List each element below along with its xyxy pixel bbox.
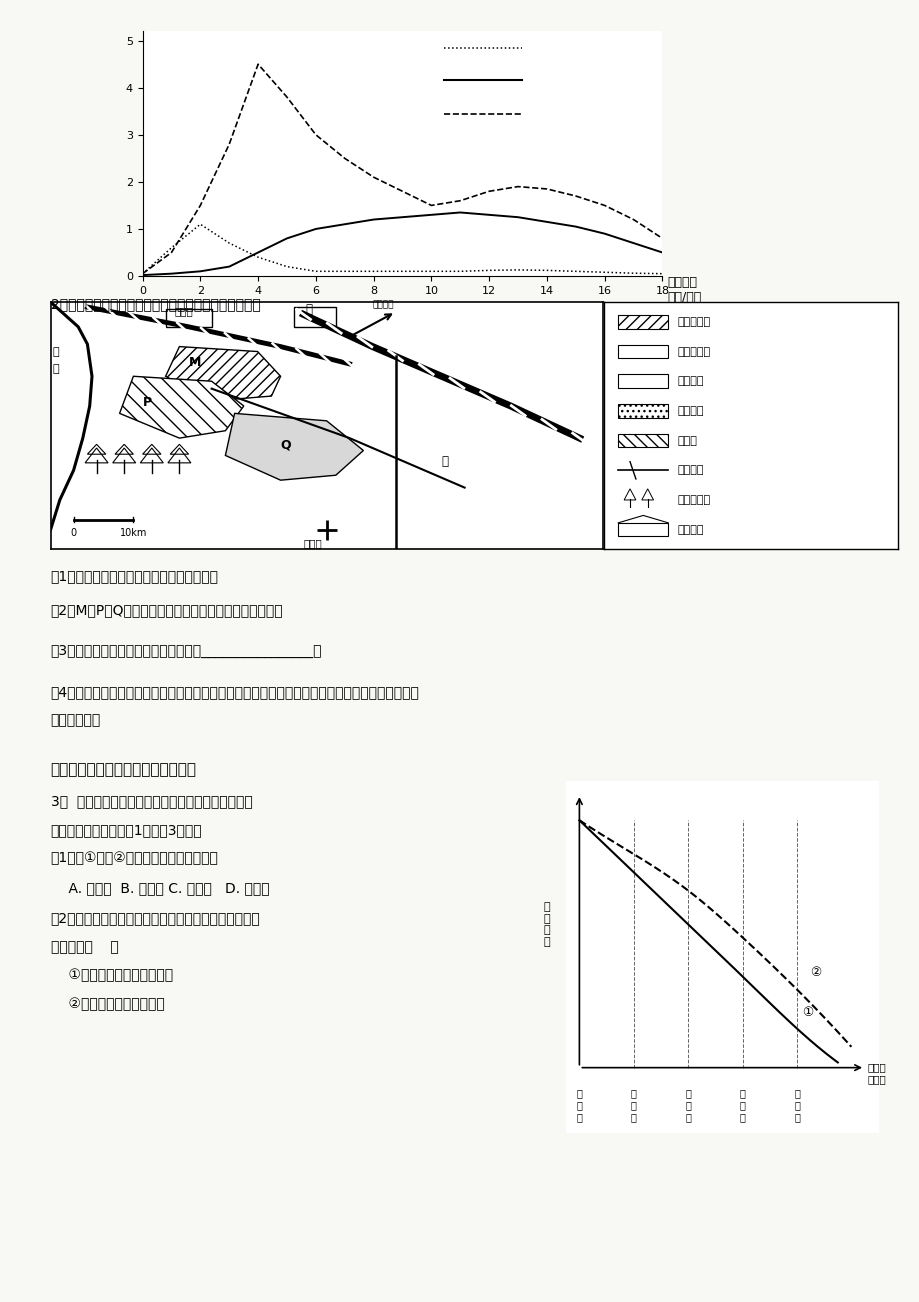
Text: （1）当①变成②线，住宅功能区可拓展到: （1）当①变成②线，住宅功能区可拓展到 <box>51 852 218 866</box>
Text: 甲: 甲 <box>305 303 312 316</box>
Text: Q: Q <box>280 437 291 450</box>
Text: 市
中
心: 市 中 心 <box>576 1088 582 1121</box>
Bar <box>618 434 667 448</box>
Text: 要原因是（    ）: 要原因是（ ） <box>51 940 119 954</box>
Bar <box>618 315 667 328</box>
Text: （2）近年该市的工业部门大部分由城区迁移到郊区，主: （2）近年该市的工业部门大部分由城区迁移到郊区，主 <box>51 911 260 926</box>
Text: 减示意图。读图完成（1）～（3）题。: 减示意图。读图完成（1）～（3）题。 <box>51 823 202 837</box>
Text: （3）中心商务区位于城市中心的条件是________________．: （3）中心商务区位于城市中心的条件是________________． <box>51 644 322 659</box>
Text: 乙: 乙 <box>441 456 448 469</box>
Text: 重工业区: 重工业区 <box>676 376 703 387</box>
Text: 河: 河 <box>53 346 60 357</box>
Text: （1）写出示意图中城市内部的土地利用类型: （1）写出示意图中城市内部的土地利用类型 <box>51 569 219 583</box>
Text: ①城区用地紧张，地租上涨: ①城区用地紧张，地租上涨 <box>51 969 173 983</box>
Text: ①: ① <box>801 1005 812 1018</box>
Text: 并说出理由。: 并说出理由。 <box>51 713 101 728</box>
Text: 地
租
水
平: 地 租 水 平 <box>543 902 550 947</box>
Text: 轻工业区: 轻工业区 <box>676 406 703 415</box>
Polygon shape <box>225 414 363 480</box>
Bar <box>618 375 667 388</box>
Text: ②城市交通网的不断完善: ②城市交通网的不断完善 <box>51 997 165 1012</box>
Polygon shape <box>165 346 280 401</box>
Bar <box>618 404 667 418</box>
Text: 火车站: 火车站 <box>175 306 193 316</box>
Text: P: P <box>142 396 152 409</box>
Text: 0: 0 <box>71 529 76 539</box>
Text: 高速公路: 高速公路 <box>676 465 703 475</box>
Text: 与市中心
距离/千米: 与市中心 距离/千米 <box>667 276 701 305</box>
Text: （2）M、P、Q中哪一处是高级住宅区，并说出判断理由。: （2）M、P、Q中哪一处是高级住宅区，并说出判断理由。 <box>51 603 283 617</box>
Text: 2、如图是我国某特大城市示意图。读图回答下列问题。: 2、如图是我国某特大城市示意图。读图回答下列问题。 <box>51 297 260 311</box>
Text: 卫星城市: 卫星城市 <box>676 525 703 535</box>
Text: 飞机场: 飞机场 <box>303 538 322 548</box>
Polygon shape <box>119 376 244 437</box>
Text: 主导风向: 主导风向 <box>372 301 393 310</box>
Text: 环
城
路: 环 城 路 <box>793 1088 799 1121</box>
Text: 住宅区: 住宅区 <box>676 436 697 445</box>
Text: M: M <box>188 357 200 370</box>
Text: ②: ② <box>810 966 821 979</box>
Text: A. 一环路  B. 二环路 C. 三环路   D. 环城路: A. 一环路 B. 二环路 C. 三环路 D. 环城路 <box>51 881 269 896</box>
Text: （4）拟在甲、乙两处规划建设高新技术工业城和石油化工城两座卫星城市。石油化工城应建在何处: （4）拟在甲、乙两处规划建设高新技术工业城和石油化工城两座卫星城市。石油化工城应… <box>51 685 419 699</box>
Bar <box>165 310 211 327</box>
Text: 旅游观光带: 旅游观光带 <box>676 495 709 505</box>
Text: 中心商务区: 中心商务区 <box>676 316 709 327</box>
Text: 文化教育区: 文化教育区 <box>676 346 709 357</box>
Text: 流: 流 <box>53 363 60 374</box>
Text: 距市中
心远近: 距市中 心远近 <box>867 1062 886 1085</box>
Text: 二
环
路: 二 环 路 <box>685 1088 690 1121</box>
Text: 三
环
路: 三 环 路 <box>739 1088 744 1121</box>
Bar <box>618 345 667 358</box>
Text: 探究点二：城市地域功能分区的变化: 探究点二：城市地域功能分区的变化 <box>51 762 197 777</box>
Text: 10km: 10km <box>119 529 147 539</box>
Bar <box>294 307 335 327</box>
Text: 3、  右图是我国某大城市各类土地付租能力随距离递: 3、 右图是我国某大城市各类土地付租能力随距离递 <box>51 794 252 809</box>
Text: 一
环
路: 一 环 路 <box>630 1088 636 1121</box>
Bar <box>618 523 667 536</box>
